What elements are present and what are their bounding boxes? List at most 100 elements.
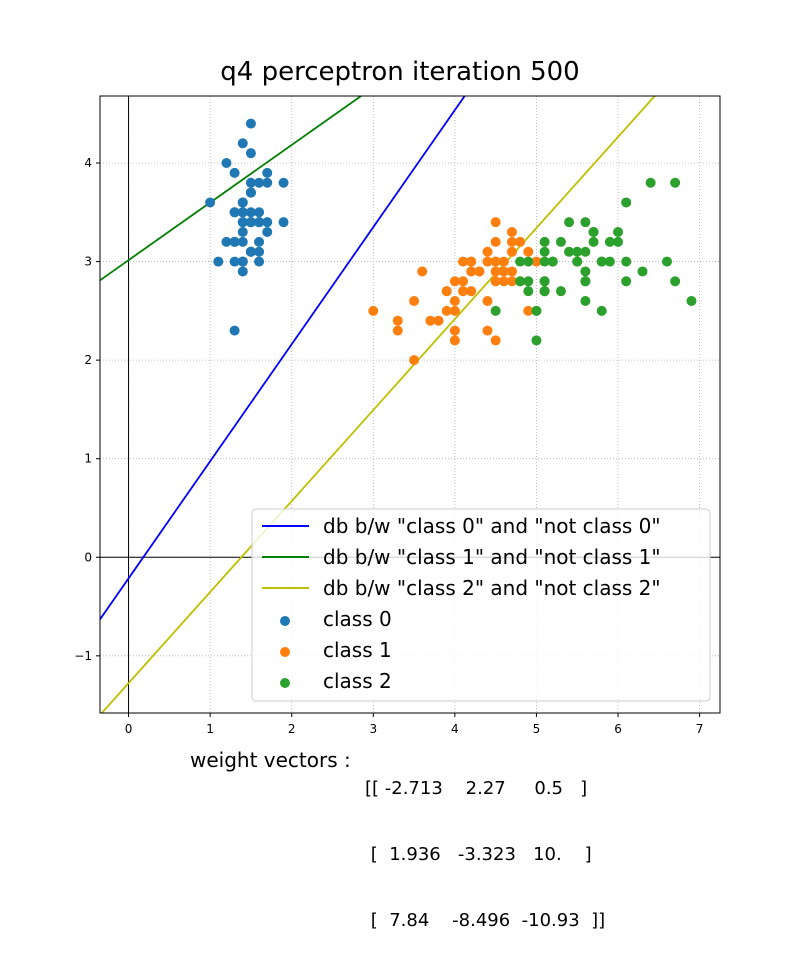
class-0-point <box>237 266 248 277</box>
class-2-point <box>621 197 632 208</box>
class-0-point <box>221 236 232 247</box>
class-0-point <box>229 167 240 178</box>
class-2-point <box>670 177 681 188</box>
class-0-point <box>278 217 289 228</box>
class-1-point <box>458 276 469 287</box>
class-1-point <box>490 217 501 228</box>
class-2-point <box>531 305 542 316</box>
class-0-point <box>254 246 265 257</box>
class-0-point <box>262 177 273 188</box>
class-2-point <box>580 246 591 257</box>
legend-label: db b/w "class 1" and "not class 1" <box>323 545 661 569</box>
class-2-point <box>515 256 526 267</box>
class-2-point <box>539 256 550 267</box>
class-1-point <box>506 246 517 257</box>
class-1-point <box>466 266 477 277</box>
class-2-point <box>596 305 607 316</box>
class-1-point <box>490 276 501 287</box>
class-1-point <box>441 286 452 297</box>
class-1-point <box>449 276 460 287</box>
x-tick-label: 6 <box>614 722 622 736</box>
class-2-point <box>547 256 558 267</box>
class-2-point <box>580 276 591 287</box>
x-tick-label: 5 <box>533 722 541 736</box>
plot-frame <box>99 95 721 714</box>
class-2-point <box>588 227 599 238</box>
class-0-point <box>237 197 248 208</box>
legend-label: class 2 <box>323 669 392 693</box>
class-2-point <box>523 256 534 267</box>
class-1-point <box>506 227 517 238</box>
x-tick-label: 3 <box>369 722 377 736</box>
class-0-point <box>229 207 240 218</box>
class-2-point <box>523 286 534 297</box>
class-0-point <box>254 256 265 267</box>
legend-marker-1 <box>280 647 290 657</box>
y-tick-label: 4 <box>84 156 92 170</box>
class-0-point <box>237 227 248 238</box>
legend-marker-2 <box>280 678 290 688</box>
class-0-point <box>237 236 248 247</box>
class-1-point <box>449 325 460 336</box>
class-1-point <box>506 266 517 277</box>
class-1-point <box>482 325 493 336</box>
y-tick-label: 2 <box>84 353 92 367</box>
class-1-point <box>441 305 452 316</box>
class-0-point <box>254 207 265 218</box>
class-0-point <box>262 227 273 238</box>
class-2-point <box>555 236 566 247</box>
legend: db b/w "class 0" and "not class 0" db b/w… <box>251 508 711 702</box>
class-2-point <box>539 246 550 257</box>
class-2-point <box>564 217 575 228</box>
class-1-point <box>490 236 501 247</box>
class-2-point <box>572 256 583 267</box>
class-1-point <box>523 305 534 316</box>
class-1-point <box>392 315 403 326</box>
class-1-point <box>409 296 420 307</box>
class-2-point <box>596 256 607 267</box>
chart: q4 perceptron iteration 500 0 1 2 3 4 5 6 7 −1 0 1… <box>74 57 721 736</box>
class-1-point <box>466 286 477 297</box>
class-2-point <box>531 335 542 346</box>
x-tick-label: 2 <box>288 722 296 736</box>
class-1-point <box>490 335 501 346</box>
class-2-point <box>580 296 591 307</box>
legend-label: class 0 <box>323 607 392 631</box>
class-1-point <box>490 256 501 267</box>
class-1-point <box>498 266 509 277</box>
weight-vectors-matrix: [[ -2.713 2.27 0.5 ] [ 1.936 -3.323 10. … <box>365 734 605 954</box>
class-1-point <box>482 296 493 307</box>
class-0-point <box>245 148 256 159</box>
class-0-point <box>245 246 256 257</box>
class-2-point <box>621 256 632 267</box>
class-2-point <box>588 236 599 247</box>
class-2-point <box>604 236 615 247</box>
legend-label: db b/w "class 0" and "not class 0" <box>323 514 661 538</box>
class-0-point <box>262 217 273 228</box>
class-1-point <box>498 276 509 287</box>
weight-row-0: [[ -2.713 2.27 0.5 ] <box>365 778 588 799</box>
class-1-point <box>498 256 509 267</box>
class-1-point <box>392 325 403 336</box>
class-2-point <box>637 266 648 277</box>
class-1-point <box>433 315 444 326</box>
class-0-point <box>245 207 256 218</box>
class-1-point <box>506 276 517 287</box>
class-0-point <box>245 217 256 228</box>
class-2-point <box>539 286 550 297</box>
class-1-point <box>368 305 379 316</box>
class-0-point <box>245 187 256 198</box>
class-0-point <box>237 138 248 149</box>
class-1-point <box>506 236 517 247</box>
class-0-point <box>237 256 248 267</box>
y-tick-label: 0 <box>84 550 92 564</box>
class-1-point <box>482 256 493 267</box>
class-2-point <box>572 246 583 257</box>
class-0-point <box>229 256 240 267</box>
class-1-point <box>409 355 420 366</box>
weight-row-2: [ 7.84 -8.496 -10.93 ]] <box>365 910 606 931</box>
class-0-point <box>245 177 256 188</box>
weight-vectors-label: weight vectors : <box>190 748 351 772</box>
class-2-point <box>670 276 681 287</box>
class-1-point <box>515 236 526 247</box>
